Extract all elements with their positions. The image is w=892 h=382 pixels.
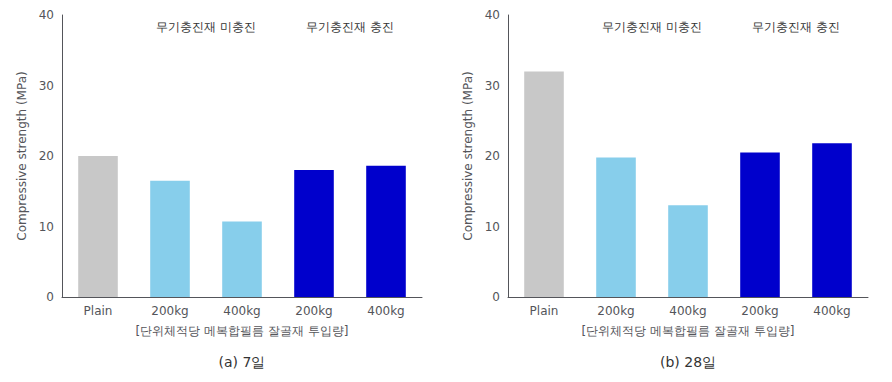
svg-text:200kg: 200kg bbox=[597, 304, 634, 318]
svg-text:30: 30 bbox=[39, 79, 54, 93]
svg-text:200kg: 200kg bbox=[151, 304, 188, 318]
svg-text:0: 0 bbox=[492, 290, 500, 304]
svg-text:Plain: Plain bbox=[84, 304, 113, 318]
svg-text:무기충진재 충진: 무기충진재 충진 bbox=[306, 20, 394, 34]
svg-text:Compressive strength (MPa): Compressive strength (MPa) bbox=[15, 71, 29, 240]
svg-text:20: 20 bbox=[39, 149, 54, 163]
svg-text:무기충진재 미충진: 무기충진재 미충진 bbox=[602, 20, 702, 34]
svg-text:[단위체적당 메복합필름 잘골재 투입량]: [단위체적당 메복합필름 잘골재 투입량] bbox=[136, 324, 349, 338]
svg-text:200kg: 200kg bbox=[741, 304, 778, 318]
svg-text:(a) 7일: (a) 7일 bbox=[219, 354, 266, 370]
svg-text:무기충진재 충진: 무기충진재 충진 bbox=[752, 20, 840, 34]
svg-text:(b) 28일: (b) 28일 bbox=[660, 354, 716, 370]
svg-text:Plain: Plain bbox=[530, 304, 559, 318]
svg-text:[단위체적당 메복합필름 잘골재 투입량]: [단위체적당 메복합필름 잘골재 투입량] bbox=[582, 324, 795, 338]
svg-text:0: 0 bbox=[46, 290, 54, 304]
svg-text:40: 40 bbox=[485, 8, 500, 22]
svg-text:400kg: 400kg bbox=[367, 304, 404, 318]
svg-text:400kg: 400kg bbox=[813, 304, 850, 318]
svg-text:Compressive strength (MPa): Compressive strength (MPa) bbox=[461, 71, 475, 240]
svg-text:10: 10 bbox=[39, 220, 54, 234]
svg-text:10: 10 bbox=[485, 220, 500, 234]
svg-text:400kg: 400kg bbox=[223, 304, 260, 318]
svg-text:400kg: 400kg bbox=[669, 304, 706, 318]
svg-text:40: 40 bbox=[39, 8, 54, 22]
svg-text:30: 30 bbox=[485, 79, 500, 93]
svg-text:무기충진재 미충진: 무기충진재 미충진 bbox=[156, 20, 256, 34]
svg-text:20: 20 bbox=[485, 149, 500, 163]
svg-text:200kg: 200kg bbox=[295, 304, 332, 318]
